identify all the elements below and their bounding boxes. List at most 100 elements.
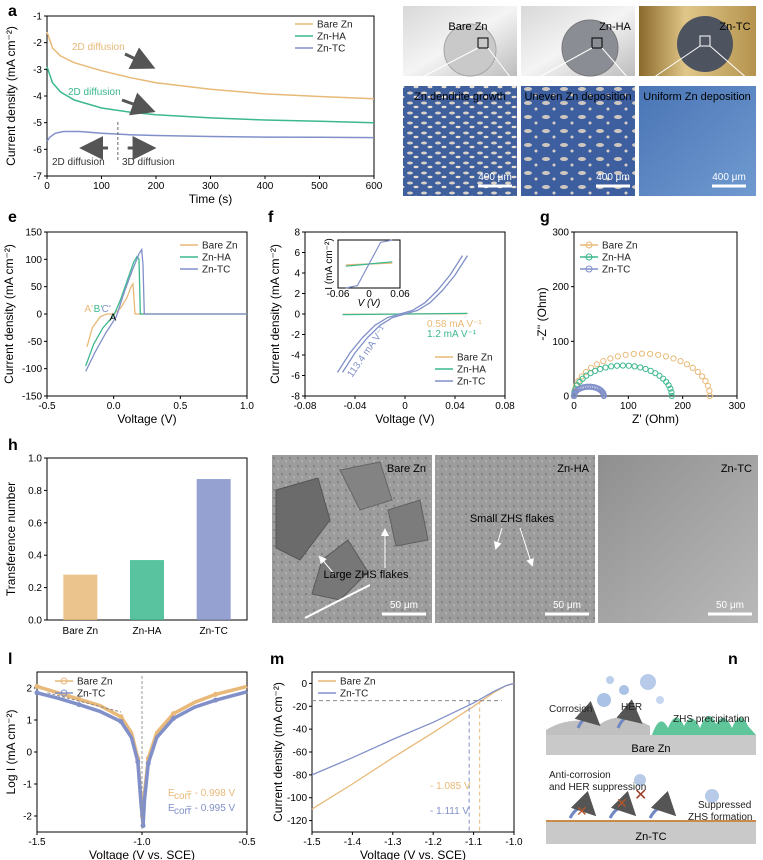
y-tick-label: 0.0	[28, 616, 42, 627]
x-axis-label: Voltage (V)	[117, 412, 176, 426]
y-tick-label: -1	[33, 12, 42, 23]
micro-panel-c: Zn-HA Uneven Zn deposition 400 μm	[521, 6, 636, 196]
ecorr-symbol: E	[168, 803, 175, 814]
x-tick-label: 600	[366, 181, 383, 192]
micrograph-dendrite	[403, 86, 517, 196]
data-marker	[213, 691, 218, 697]
label-bare-zn: Bare Zn	[631, 743, 670, 755]
x-tick-label: 200	[148, 181, 165, 192]
y-tick-label: 0	[301, 679, 307, 690]
y-axis-label: Current density (mA cm⁻²)	[2, 244, 16, 384]
eis-point	[631, 363, 638, 370]
x-tick-label: 300	[729, 401, 746, 412]
series-line	[311, 682, 515, 776]
arrow	[121, 92, 156, 116]
eis-point	[647, 350, 654, 358]
x-tick-label: 0	[571, 401, 577, 412]
eis-point	[660, 375, 667, 382]
sem-panel-k: Zn-TC 50 μm	[598, 455, 758, 623]
y-tick-label: -7	[33, 172, 42, 183]
x-axis-label: Z' (Ohm)	[632, 412, 679, 426]
y-tick-label: 150	[25, 228, 42, 239]
y-tick-label: -8	[291, 392, 300, 403]
corrosion-arrow	[574, 701, 601, 729]
legend-label: Bare Zn	[340, 677, 376, 688]
x-tick-label: -1.3	[384, 837, 402, 848]
y-tick-label: 1	[26, 716, 32, 727]
x-tick-label: -1.5	[28, 837, 46, 848]
data-marker	[135, 759, 141, 765]
label-corrosion: Corrosion	[549, 704, 592, 715]
y-tick-label: -2	[291, 330, 300, 341]
y-axis-label: Transference number	[4, 482, 18, 596]
eis-point	[607, 355, 614, 362]
eis-point	[655, 351, 662, 358]
hydrogen-bubble	[619, 685, 629, 695]
inset-tick-label: 0.06	[390, 289, 410, 300]
y-tick-label: 0.2	[28, 583, 42, 594]
legend-label: Bare Zn	[317, 20, 353, 31]
zhs-flake	[339, 461, 393, 511]
y-axis-label: -Z'' (Ohm)	[535, 287, 549, 340]
eis-point	[667, 385, 674, 392]
x-tick-label: 0.08	[495, 401, 515, 412]
data-marker	[34, 690, 40, 696]
eis-point	[608, 363, 615, 370]
sem-title: Bare Zn	[387, 463, 426, 475]
y-tick-label: 4	[294, 269, 300, 280]
y-axis-label: Log I (mA cm⁻²)	[4, 709, 18, 794]
eis-point	[600, 358, 607, 365]
ecorr-symbol: E	[168, 788, 175, 799]
whisker	[304, 584, 371, 619]
data-marker	[34, 683, 40, 689]
eis-point	[619, 362, 627, 369]
her-arrow	[616, 699, 643, 729]
eis-point	[625, 362, 632, 369]
cross-icon: ✕	[616, 795, 628, 811]
scale-bar-label: 50 μm	[390, 600, 418, 611]
data-marker	[171, 715, 176, 721]
series-line	[36, 690, 248, 826]
x-tick-label: 400	[257, 181, 274, 192]
y-tick-label: 0	[563, 392, 569, 403]
onset-bare-zn: - 1.085 V	[430, 781, 471, 792]
x-tick-label: 0	[402, 401, 408, 412]
label-anti-corrosion: Anti-corrosion	[549, 770, 611, 781]
micrograph-caption: Uniform Zn deposition	[643, 91, 751, 103]
photo-disc	[561, 19, 619, 77]
legend-label: Zn-HA	[602, 253, 631, 264]
chart-h-transference: 0.0 0.2 0.4 0.6 0.8 1.0 Transference number Bar…	[4, 454, 248, 637]
y-tick-label: -20	[293, 702, 308, 713]
schematic-n: Corrosion HER ZHS precipitation Bare Zn …	[546, 674, 756, 844]
zhs-flake	[275, 477, 331, 561]
eis-point	[614, 353, 621, 360]
x-tick-label: 0.04	[445, 401, 465, 412]
photo-title: Zn-TC	[719, 21, 750, 33]
x-tick-label: -1.5	[303, 837, 321, 848]
x-category-label: Zn-HA	[133, 626, 162, 637]
eis-point	[677, 358, 684, 365]
micrograph-uneven	[521, 86, 635, 196]
x-tick-label: 100	[93, 181, 110, 192]
legend-label: Bare Zn	[457, 353, 493, 364]
x-tick-label: 1.0	[240, 401, 254, 412]
x-axis-label: Voltage (V)	[375, 412, 434, 426]
annotation-a: A	[110, 313, 117, 324]
x-category-label: Zn-TC	[199, 626, 227, 637]
zoom-box	[477, 37, 489, 49]
x-tick-label: -1.0	[505, 837, 523, 848]
chart-l-tafel: -1.5 -1.0 -0.5 2 1 0 -1 -2 Voltage (V vs. SCE) Lo…	[4, 671, 256, 860]
x-tick-label: 0.5	[173, 401, 187, 412]
ecorr-zn-tc: = - 0.995 V	[186, 803, 236, 814]
legend-marker	[585, 241, 593, 249]
y-tick-label: -80	[293, 770, 308, 781]
legend-label: Zn-TC	[602, 265, 630, 276]
eis-point	[702, 377, 709, 385]
y-tick-label: -100	[287, 793, 307, 804]
x-tick-label: -0.08	[294, 401, 317, 412]
legend-label: Zn-TC	[317, 44, 345, 55]
photo-disc	[677, 16, 733, 72]
eis-point	[665, 382, 672, 389]
panel-label-h: h	[8, 437, 18, 454]
sem-label: Small ZHS flakes	[470, 513, 555, 525]
